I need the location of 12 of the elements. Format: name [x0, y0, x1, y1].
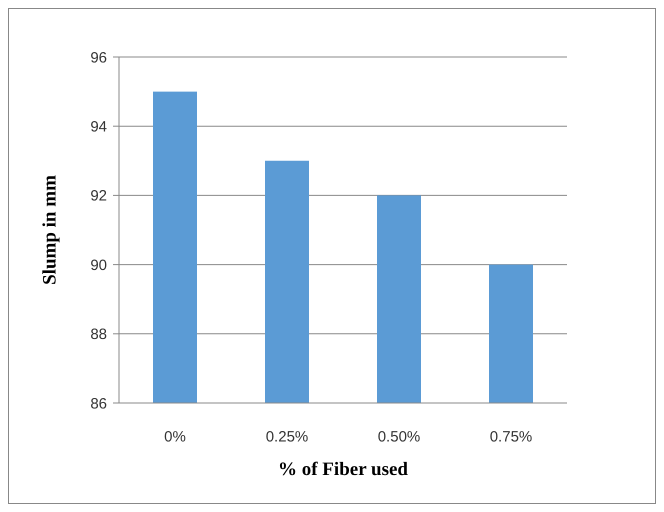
y-axis-title: Slump in mm — [40, 174, 61, 285]
y-tick-label: 94 — [90, 118, 107, 136]
y-tick-label: 92 — [90, 188, 107, 205]
x-tick-label: 0% — [164, 428, 186, 446]
x-tick-label: 0.25% — [266, 428, 308, 446]
x-axis-title: % of Fiber used — [278, 459, 408, 480]
x-tick-label: 0.50% — [378, 428, 420, 446]
y-tick-label: 88 — [90, 326, 107, 344]
y-tick-label: 86 — [90, 395, 107, 412]
y-tick-label: 90 — [90, 256, 107, 274]
y-tick-label: 96 — [90, 49, 107, 66]
x-tick-label: 0.75% — [490, 428, 532, 446]
